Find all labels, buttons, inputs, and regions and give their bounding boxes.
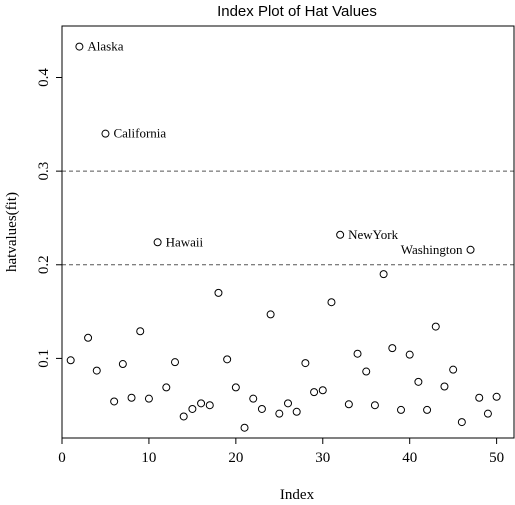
data-point — [249, 394, 258, 403]
point-label: Alaska — [87, 39, 123, 54]
x-axis-label: Index — [280, 487, 315, 503]
data-point — [284, 399, 292, 408]
x-tick-label: 40 — [402, 450, 417, 466]
data-point — [275, 409, 284, 418]
data-point — [153, 238, 162, 247]
data-point — [66, 356, 75, 365]
data-point — [144, 394, 153, 403]
data-point — [75, 42, 84, 51]
data-point — [475, 393, 484, 402]
data-point — [466, 245, 475, 254]
x-tick-label: 50 — [489, 450, 504, 466]
data-point — [405, 350, 414, 359]
data-point — [353, 349, 362, 358]
data-point — [318, 386, 327, 395]
chart-title: Index Plot of Hat Values — [217, 3, 377, 20]
data-point — [118, 360, 127, 369]
data-point — [397, 405, 405, 414]
y-tick-label: 0.2 — [36, 255, 52, 274]
data-point — [110, 397, 119, 406]
data-points — [66, 42, 501, 432]
data-point — [231, 383, 240, 392]
point-label: Washington — [401, 242, 463, 257]
point-label: California — [113, 126, 166, 141]
data-point — [101, 129, 110, 138]
data-point — [327, 298, 336, 307]
data-point — [292, 407, 301, 416]
data-point — [197, 399, 206, 408]
data-point — [301, 359, 310, 368]
data-point — [310, 388, 319, 397]
data-point — [362, 367, 371, 376]
data-point — [223, 355, 232, 364]
data-point — [388, 344, 397, 353]
data-point — [370, 401, 379, 410]
y-tick-label: 0.3 — [36, 162, 52, 181]
data-point — [92, 366, 101, 375]
data-point — [205, 401, 214, 410]
data-point — [440, 382, 449, 391]
y-tick-label: 0.4 — [36, 68, 52, 87]
data-point — [162, 383, 171, 392]
reference-lines — [62, 170, 514, 266]
y-axis-label: hatvalues(fit) — [4, 192, 20, 272]
data-point — [136, 327, 145, 336]
point-label: Hawaii — [166, 234, 204, 249]
x-tick-label: 10 — [141, 450, 156, 466]
data-point — [457, 418, 466, 427]
data-point — [188, 404, 197, 413]
plot-frame — [61, 25, 515, 439]
data-point — [127, 393, 136, 402]
data-point — [336, 230, 345, 239]
data-point — [492, 392, 501, 401]
data-point — [257, 404, 266, 413]
x-tick-label: 20 — [228, 450, 243, 466]
data-point — [379, 270, 388, 279]
data-point — [240, 423, 249, 432]
point-label: NewYork — [348, 227, 398, 242]
x-tick-label: 0 — [58, 450, 66, 466]
data-point — [84, 333, 93, 342]
y-axis: 0.1 0.2 0.3 0.4 — [36, 68, 62, 368]
x-tick-label: 30 — [315, 450, 330, 466]
data-point — [414, 377, 423, 386]
data-point — [449, 365, 458, 374]
data-point — [266, 310, 275, 319]
data-point — [431, 322, 440, 331]
x-axis: 0 10 20 30 40 50 — [58, 438, 504, 466]
data-point — [171, 358, 179, 367]
y-tick-label: 0.1 — [36, 349, 52, 368]
data-point — [179, 412, 188, 421]
data-point — [344, 400, 353, 409]
data-point — [483, 409, 492, 418]
data-point — [214, 288, 223, 297]
data-point — [423, 405, 432, 414]
